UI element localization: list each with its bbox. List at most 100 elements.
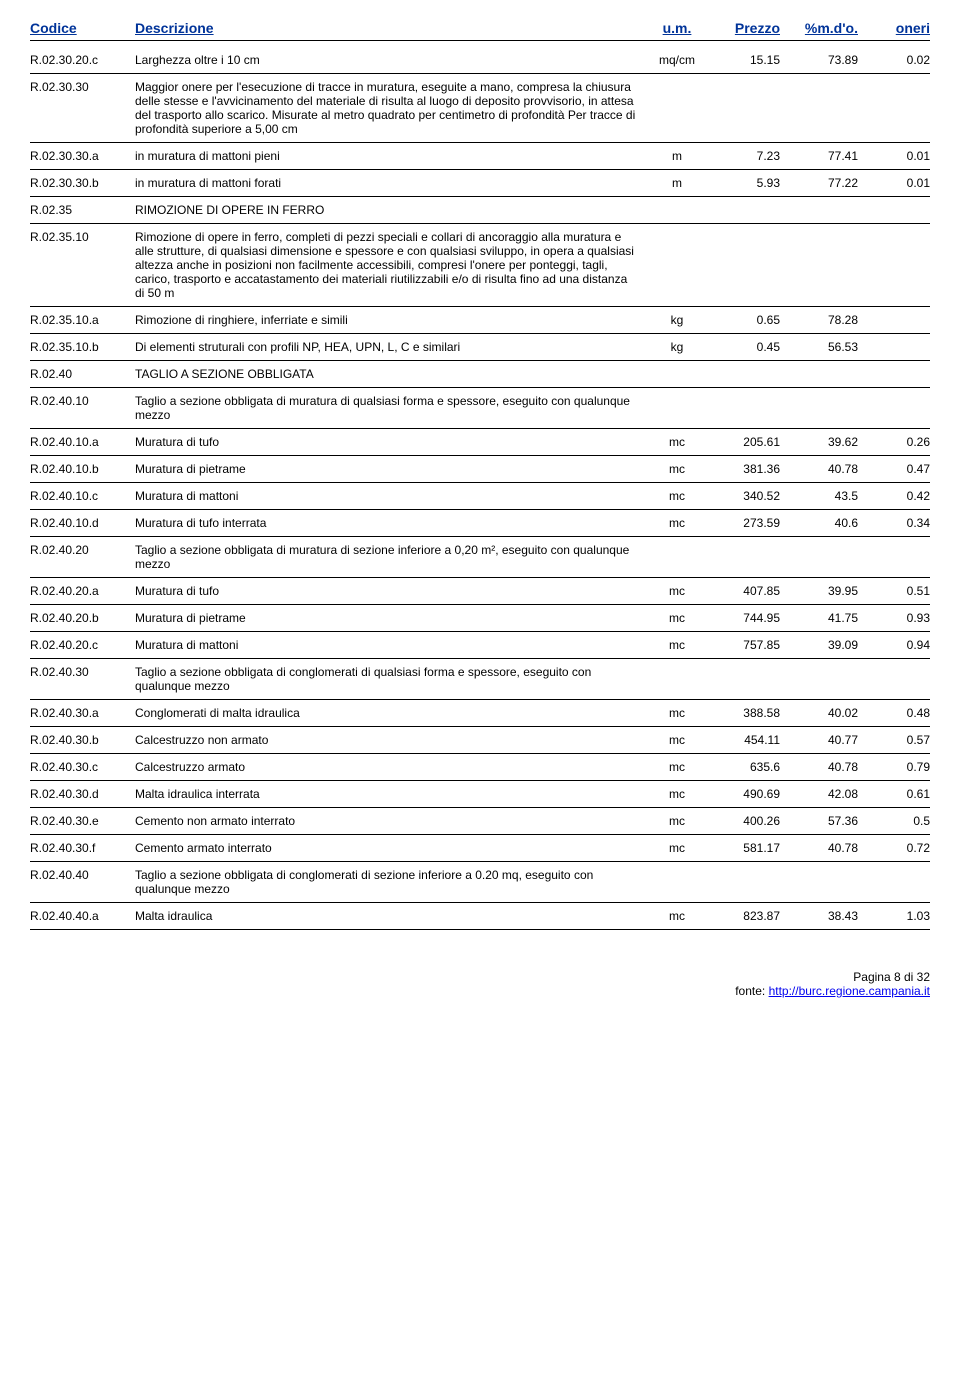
table-row: R.02.30.30Maggior onere per l'esecuzione… <box>30 74 930 143</box>
cell-um: m <box>646 176 708 190</box>
cell-descrizione: Cemento armato interrato <box>135 841 646 855</box>
table-row: R.02.35RIMOZIONE DI OPERE IN FERRO <box>30 197 930 224</box>
source-label: fonte: <box>735 984 768 998</box>
cell-descrizione: Taglio a sezione obbligata di conglomera… <box>135 868 646 896</box>
cell-descrizione: Muratura di mattoni <box>135 638 646 652</box>
cell-mdo: 40.78 <box>790 760 868 774</box>
cell-descrizione: Rimozione di ringhiere, inferriate e sim… <box>135 313 646 327</box>
cell-codice: R.02.30.30.a <box>30 149 135 163</box>
page-number: Pagina 8 di 32 <box>30 970 930 984</box>
cell-codice: R.02.30.30.b <box>30 176 135 190</box>
cell-descrizione: Muratura di pietrame <box>135 611 646 625</box>
cell-descrizione: in muratura di mattoni forati <box>135 176 646 190</box>
cell-mdo: 41.75 <box>790 611 868 625</box>
cell-prezzo: 388.58 <box>708 706 790 720</box>
cell-um: mc <box>646 638 708 652</box>
source-link[interactable]: http://burc.regione.campania.it <box>769 984 930 998</box>
cell-codice: R.02.40.10.a <box>30 435 135 449</box>
header-oneri: oneri <box>868 20 930 36</box>
cell-codice: R.02.40.10 <box>30 394 135 408</box>
cell-prezzo: 340.52 <box>708 489 790 503</box>
cell-oneri: 0.01 <box>868 176 930 190</box>
cell-codice: R.02.40.20 <box>30 543 135 557</box>
header-um: u.m. <box>646 20 708 36</box>
cell-codice: R.02.35.10 <box>30 230 135 244</box>
table-row: R.02.30.30.bin muratura di mattoni forat… <box>30 170 930 197</box>
cell-oneri: 0.34 <box>868 516 930 530</box>
cell-descrizione: Maggior onere per l'esecuzione di tracce… <box>135 80 646 136</box>
cell-um: mq/cm <box>646 53 708 67</box>
cell-descrizione: Muratura di tufo interrata <box>135 516 646 530</box>
table-row: R.02.40.20.bMuratura di pietramemc744.95… <box>30 605 930 632</box>
table-row: R.02.40.30.cCalcestruzzo armatomc635.640… <box>30 754 930 781</box>
cell-mdo: 40.02 <box>790 706 868 720</box>
cell-codice: R.02.40.30 <box>30 665 135 679</box>
cell-descrizione: Taglio a sezione obbligata di muratura d… <box>135 543 646 571</box>
cell-codice: R.02.30.30 <box>30 80 135 94</box>
cell-codice: R.02.40.20.c <box>30 638 135 652</box>
cell-um: kg <box>646 340 708 354</box>
cell-oneri: 0.26 <box>868 435 930 449</box>
cell-codice: R.02.40.30.f <box>30 841 135 855</box>
cell-mdo: 56.53 <box>790 340 868 354</box>
cell-prezzo: 273.59 <box>708 516 790 530</box>
source-line: fonte: http://burc.regione.campania.it <box>30 984 930 998</box>
cell-mdo: 39.09 <box>790 638 868 652</box>
cell-prezzo: 15.15 <box>708 53 790 67</box>
cell-um: mc <box>646 489 708 503</box>
cell-oneri: 0.94 <box>868 638 930 652</box>
cell-mdo: 43.5 <box>790 489 868 503</box>
cell-prezzo: 581.17 <box>708 841 790 855</box>
cell-codice: R.02.35 <box>30 203 135 217</box>
cell-descrizione: Calcestruzzo armato <box>135 760 646 774</box>
cell-descrizione: Cemento non armato interrato <box>135 814 646 828</box>
table-row: R.02.40.30.eCemento non armato interrato… <box>30 808 930 835</box>
cell-codice: R.02.40.20.a <box>30 584 135 598</box>
table-row: R.02.40.20Taglio a sezione obbligata di … <box>30 537 930 578</box>
cell-prezzo: 757.85 <box>708 638 790 652</box>
table-row: R.02.40.10.dMuratura di tufo interratamc… <box>30 510 930 537</box>
cell-um: mc <box>646 435 708 449</box>
table-row: R.02.40.30.dMalta idraulica interratamc4… <box>30 781 930 808</box>
cell-oneri: 0.93 <box>868 611 930 625</box>
cell-descrizione: Taglio a sezione obbligata di muratura d… <box>135 394 646 422</box>
cell-prezzo: 744.95 <box>708 611 790 625</box>
cell-oneri: 0.61 <box>868 787 930 801</box>
cell-codice: R.02.40.20.b <box>30 611 135 625</box>
cell-descrizione: Muratura di tufo <box>135 584 646 598</box>
table-row: R.02.40.40.aMalta idraulicamc823.8738.43… <box>30 903 930 930</box>
cell-oneri: 0.51 <box>868 584 930 598</box>
cell-um: mc <box>646 733 708 747</box>
cell-codice: R.02.40.10.c <box>30 489 135 503</box>
cell-mdo: 73.89 <box>790 53 868 67</box>
table-row: R.02.30.30.ain muratura di mattoni pieni… <box>30 143 930 170</box>
table-row: R.02.35.10.aRimozione di ringhiere, infe… <box>30 307 930 334</box>
table-row: R.02.40.30.fCemento armato interratomc58… <box>30 835 930 862</box>
cell-codice: R.02.40.40.a <box>30 909 135 923</box>
cell-descrizione: in muratura di mattoni pieni <box>135 149 646 163</box>
cell-codice: R.02.40.10.b <box>30 462 135 476</box>
cell-um: mc <box>646 584 708 598</box>
cell-oneri: 0.79 <box>868 760 930 774</box>
cell-codice: R.02.30.20.c <box>30 53 135 67</box>
cell-um: m <box>646 149 708 163</box>
cell-descrizione: Muratura di pietrame <box>135 462 646 476</box>
cell-descrizione: Di elementi struturali con profili NP, H… <box>135 340 646 354</box>
cell-codice: R.02.35.10.b <box>30 340 135 354</box>
cell-prezzo: 823.87 <box>708 909 790 923</box>
header-descrizione: Descrizione <box>135 20 646 36</box>
cell-prezzo: 5.93 <box>708 176 790 190</box>
cell-prezzo: 7.23 <box>708 149 790 163</box>
cell-descrizione: Muratura di mattoni <box>135 489 646 503</box>
cell-um: mc <box>646 814 708 828</box>
cell-um: mc <box>646 909 708 923</box>
cell-mdo: 40.6 <box>790 516 868 530</box>
table-row: R.02.40.10.aMuratura di tufomc205.6139.6… <box>30 429 930 456</box>
cell-descrizione: Conglomerati di malta idraulica <box>135 706 646 720</box>
cell-descrizione: Larghezza oltre i 10 cm <box>135 53 646 67</box>
cell-codice: R.02.40.30.a <box>30 706 135 720</box>
cell-descrizione: Rimozione di opere in ferro, completi di… <box>135 230 646 300</box>
table-row: R.02.40.30.bCalcestruzzo non armatomc454… <box>30 727 930 754</box>
cell-codice: R.02.40.30.b <box>30 733 135 747</box>
cell-prezzo: 407.85 <box>708 584 790 598</box>
